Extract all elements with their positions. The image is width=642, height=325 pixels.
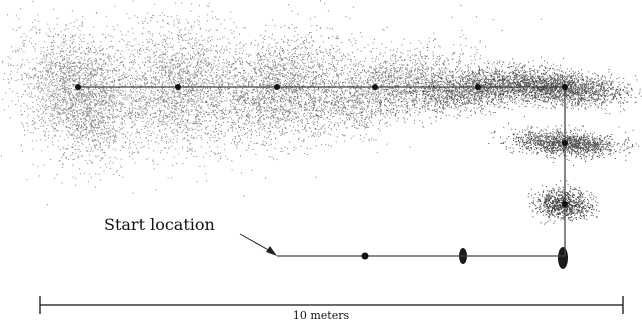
waypoint-dot bbox=[475, 84, 481, 90]
particle-cloud-3 bbox=[170, 0, 393, 197]
particle-blob-2 bbox=[558, 247, 568, 269]
waypoint-dot bbox=[562, 84, 568, 90]
particle-cloud-1 bbox=[1, 1, 166, 225]
waypoint-dot bbox=[562, 201, 568, 207]
waypoint-dot bbox=[361, 252, 369, 260]
waypoint-dot bbox=[274, 84, 280, 90]
scale-bar-label: 10 meters bbox=[292, 309, 350, 322]
waypoint-dot bbox=[175, 84, 181, 90]
waypoint-dot bbox=[562, 140, 568, 146]
particle-cloud-5 bbox=[356, 54, 612, 125]
scale-bar bbox=[39, 296, 624, 314]
waypoint-dot bbox=[372, 84, 378, 90]
start-arrow bbox=[239, 233, 277, 256]
path-waypoints bbox=[75, 84, 568, 260]
particle-cloud-6 bbox=[450, 61, 642, 128]
robot-path bbox=[78, 86, 566, 257]
dense-particle-blobs bbox=[459, 247, 568, 269]
start-location-label: Start location bbox=[104, 215, 215, 234]
particle-clouds bbox=[1, 0, 642, 225]
waypoint-dot bbox=[75, 84, 81, 90]
